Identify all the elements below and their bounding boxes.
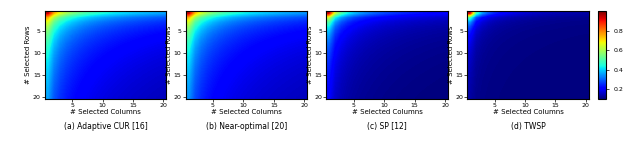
Y-axis label: # Selected Rows: # Selected Rows [307, 26, 313, 84]
Title: (c) SP [12]: (c) SP [12] [367, 122, 407, 131]
Y-axis label: # Selected Rows: # Selected Rows [26, 26, 31, 84]
Title: (a) Adaptive CUR [16]: (a) Adaptive CUR [16] [64, 122, 147, 131]
Y-axis label: # Selected Rows: # Selected Rows [166, 26, 172, 84]
X-axis label: # Selected Columns: # Selected Columns [70, 109, 141, 115]
X-axis label: # Selected Columns: # Selected Columns [352, 109, 422, 115]
Title: (b) Near-optimal [20]: (b) Near-optimal [20] [206, 122, 287, 131]
Y-axis label: # Selected Rows: # Selected Rows [448, 26, 454, 84]
X-axis label: # Selected Columns: # Selected Columns [493, 109, 563, 115]
X-axis label: # Selected Columns: # Selected Columns [211, 109, 282, 115]
Title: (d) TWSP: (d) TWSP [511, 122, 545, 131]
